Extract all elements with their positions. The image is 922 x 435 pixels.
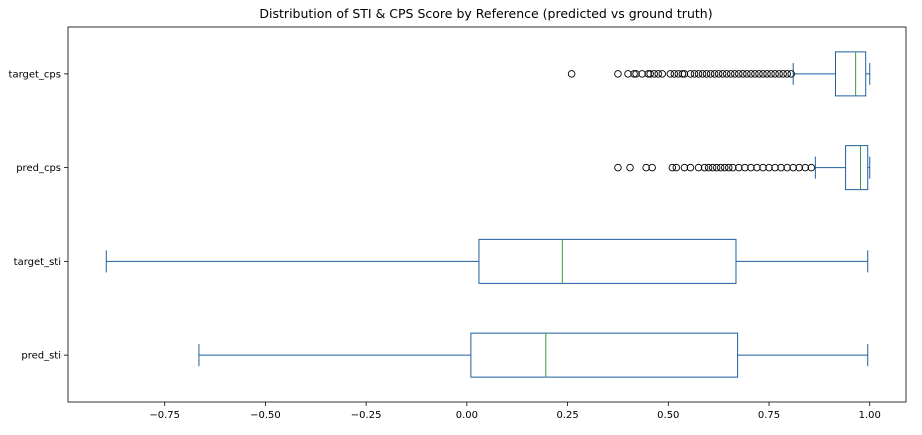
outlier-point bbox=[783, 163, 791, 172]
x-tick-label: 0.00 bbox=[456, 410, 478, 421]
outlier-point bbox=[775, 70, 783, 78]
box-target_sti bbox=[105, 238, 869, 284]
outlier-point bbox=[690, 70, 699, 78]
chart-title: Distribution of STI & CPS Score by Refer… bbox=[259, 6, 712, 21]
iqr-box bbox=[478, 238, 737, 284]
box-target_cps bbox=[567, 51, 871, 97]
outlier-point bbox=[658, 70, 667, 78]
outlier-point bbox=[714, 70, 723, 78]
outlier-point bbox=[614, 163, 622, 172]
outlier-point bbox=[698, 70, 707, 78]
outlier-point bbox=[672, 163, 681, 172]
outlier-point bbox=[680, 163, 689, 172]
outlier-point bbox=[765, 163, 773, 172]
y-tick-label: target_sti bbox=[14, 257, 61, 268]
outlier-point bbox=[735, 70, 743, 78]
plot-area bbox=[67, 26, 907, 403]
outlier-point bbox=[771, 163, 779, 172]
outlier-point bbox=[650, 70, 658, 78]
x-tick-label: 0.50 bbox=[657, 410, 679, 421]
outlier-point bbox=[807, 163, 816, 172]
outlier-point bbox=[642, 163, 650, 172]
outlier-point bbox=[729, 163, 737, 172]
outlier-point bbox=[724, 163, 733, 172]
outlier-point bbox=[747, 163, 755, 172]
outlier-point bbox=[644, 70, 652, 78]
outlier-point bbox=[751, 70, 759, 78]
outlier-point bbox=[712, 163, 721, 172]
outlier-point bbox=[718, 70, 727, 78]
outlier-point bbox=[710, 70, 719, 78]
outlier-point bbox=[787, 70, 795, 78]
outlier-point bbox=[700, 163, 709, 172]
outlier-point bbox=[731, 70, 739, 78]
outlier-point bbox=[686, 163, 695, 172]
axes-frame bbox=[67, 26, 907, 403]
outlier-point bbox=[735, 163, 743, 172]
outlier-point bbox=[670, 70, 679, 78]
y-axis: pred_sti target_sti pred_cps target_cps bbox=[9, 69, 68, 362]
outlier-point bbox=[702, 70, 711, 78]
outlier-point bbox=[678, 70, 687, 78]
outlier-point bbox=[753, 163, 761, 172]
outlier-point bbox=[694, 163, 703, 172]
outlier-point bbox=[767, 70, 775, 78]
outlier-point bbox=[777, 163, 785, 172]
outlier-point bbox=[795, 163, 803, 172]
box-pred_cps bbox=[614, 145, 871, 191]
outlier-point bbox=[722, 70, 731, 78]
outlier-point bbox=[666, 70, 675, 78]
outlier-point bbox=[694, 70, 703, 78]
x-tick-label: −0.25 bbox=[351, 410, 382, 421]
outlier-point bbox=[668, 163, 677, 172]
outlier-point bbox=[654, 70, 662, 78]
outlier-point bbox=[771, 70, 779, 78]
iqr-box bbox=[470, 332, 739, 378]
x-tick-label: 1.00 bbox=[859, 410, 881, 421]
x-tick-label: −0.75 bbox=[149, 410, 180, 421]
outlier-point bbox=[706, 70, 715, 78]
y-tick-label: pred_cps bbox=[16, 163, 61, 174]
iqr-box bbox=[845, 145, 869, 191]
outlier-point bbox=[704, 163, 713, 172]
x-tick-label: 0.25 bbox=[556, 410, 578, 421]
y-tick-label: pred_sti bbox=[21, 351, 61, 362]
y-tick-label: target_cps bbox=[9, 69, 61, 80]
outlier-point bbox=[614, 70, 622, 78]
outlier-point bbox=[743, 70, 751, 78]
outlier-point bbox=[739, 70, 747, 78]
outlier-point bbox=[567, 70, 576, 78]
outlier-point bbox=[801, 163, 810, 172]
outlier-point bbox=[726, 70, 735, 78]
outlier-point bbox=[789, 163, 797, 172]
outlier-point bbox=[674, 70, 683, 78]
box-pred_sti bbox=[198, 332, 869, 378]
outlier-point bbox=[720, 163, 729, 172]
outlier-point bbox=[648, 163, 656, 172]
outlier-point bbox=[759, 163, 767, 172]
x-axis: −0.75 −0.50 −0.25 0.00 0.25 0.50 0.75 1.00 bbox=[149, 402, 881, 421]
outlier-point bbox=[626, 163, 634, 172]
outlier-point bbox=[630, 70, 638, 78]
outlier-point bbox=[632, 70, 640, 78]
outlier-point bbox=[708, 163, 717, 172]
outlier-point bbox=[638, 70, 646, 78]
iqr-box bbox=[834, 51, 867, 97]
outlier-point bbox=[763, 70, 771, 78]
x-tick-label: −0.50 bbox=[250, 410, 281, 421]
outlier-point bbox=[624, 70, 632, 78]
outlier-point bbox=[783, 70, 791, 78]
outlier-point bbox=[747, 70, 755, 78]
outlier-point bbox=[646, 70, 654, 78]
outlier-point bbox=[741, 163, 749, 172]
outlier-point bbox=[686, 70, 695, 78]
x-tick-label: 0.75 bbox=[758, 410, 780, 421]
outlier-point bbox=[680, 70, 689, 78]
outlier-point bbox=[755, 70, 763, 78]
outlier-point bbox=[779, 70, 787, 78]
outlier-point bbox=[716, 163, 725, 172]
outlier-point bbox=[759, 70, 767, 78]
